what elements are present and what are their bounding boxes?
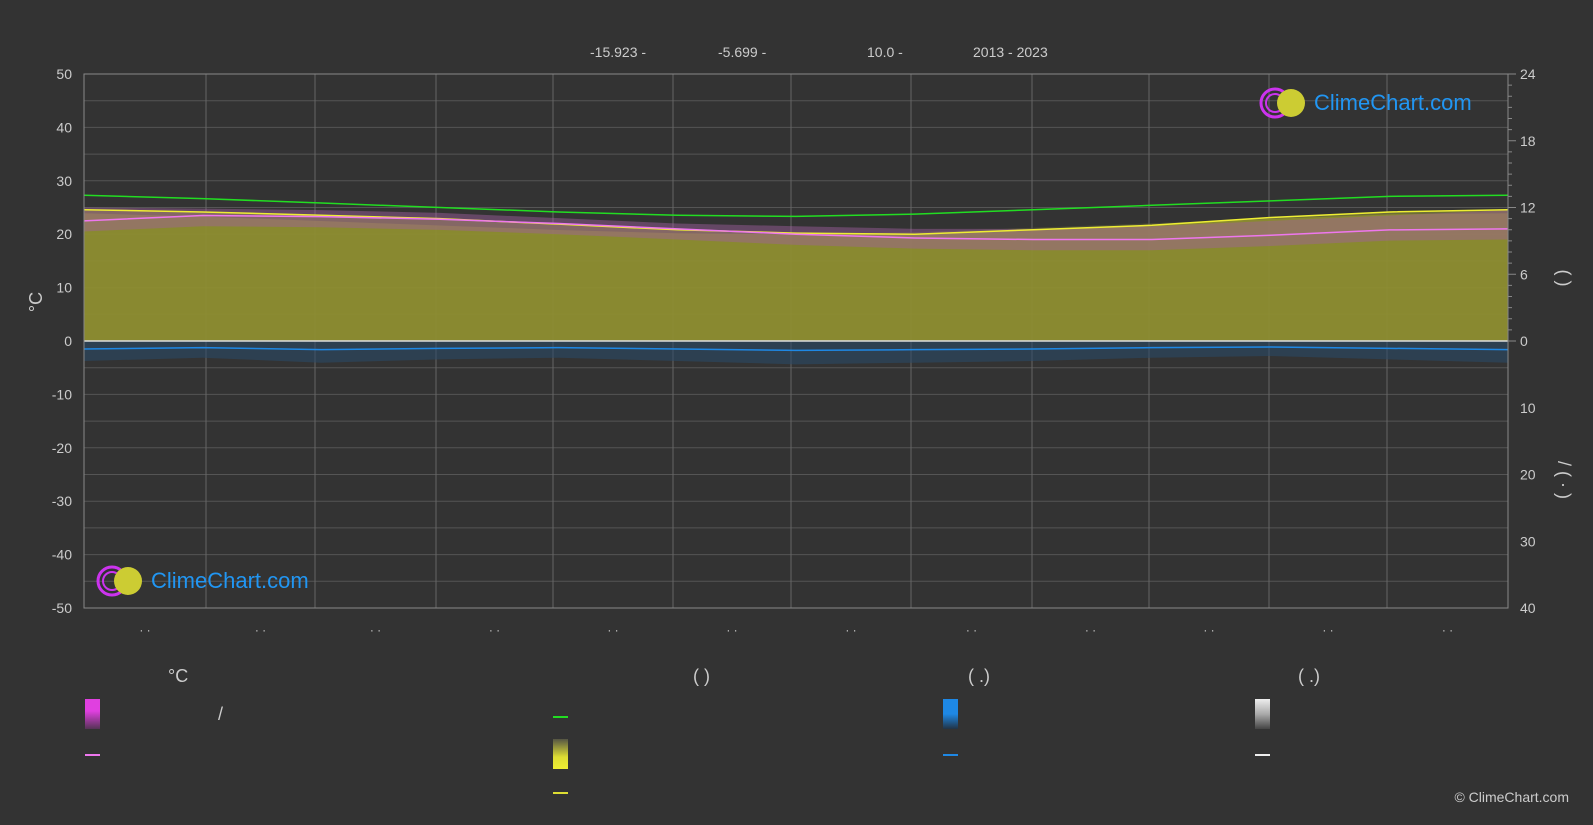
- legend-swatch-temp-range: [85, 699, 100, 729]
- header-elevation: 10.0 -: [867, 44, 903, 60]
- climechart-logo-icon: [1259, 87, 1305, 119]
- x-tick-label: · ·: [255, 623, 266, 637]
- legend-col4-title: ( .): [1298, 666, 1320, 686]
- legend-swatch-precip-range: [943, 699, 958, 729]
- logo-bottom: ClimeChart.com: [95, 564, 309, 598]
- logo-top: ClimeChart.com: [1258, 86, 1472, 120]
- y-tick-label-right: 40: [1520, 600, 1536, 616]
- y-tick-label-left: -50: [52, 600, 72, 616]
- logo-text: ClimeChart.com: [151, 568, 309, 593]
- y-tick-label-left: -30: [52, 493, 72, 509]
- x-tick-label: · ·: [1203, 623, 1214, 637]
- copyright: © ClimeChart.com: [1454, 789, 1569, 805]
- precipitation-area: [84, 341, 1508, 365]
- x-tick-label: · ·: [370, 623, 381, 637]
- header-longitude: -5.699 -: [718, 44, 767, 60]
- y-tick-label-right: 6: [1520, 266, 1528, 282]
- y-axis-label-left: °C: [26, 292, 46, 312]
- sunshine-line: [83, 208, 1509, 235]
- daylight-band: [84, 209, 1508, 235]
- climate-chart: 50 40 30 20 10 0 -10 -20 -30 -40 -50 24 18 12 6 0 10 20 30…: [26, 66, 1574, 637]
- y-tick-label-left: 30: [56, 173, 72, 189]
- y-tick-label-left: 40: [56, 119, 72, 135]
- legend-col1-title: °C: [168, 666, 189, 686]
- legend-slash: /: [218, 704, 224, 724]
- x-tick-label: · ·: [1322, 623, 1333, 637]
- y-axis-label-right-top: ( ): [1554, 270, 1574, 287]
- y-tick-label-right: 30: [1520, 533, 1536, 549]
- chart-axes: 50 40 30 20 10 0 -10 -20 -30 -40 -50 24 18 12 6 0 10 20 30…: [52, 66, 1536, 637]
- header-years: 2013 - 2023: [973, 44, 1048, 60]
- y-tick-label-right: 10: [1520, 400, 1536, 416]
- legend-swatch-snow-range: [1255, 699, 1270, 729]
- y-tick-label-left: -40: [52, 547, 72, 563]
- legend-col3-title: ( .): [968, 666, 990, 686]
- x-tick-label: · ·: [726, 623, 737, 637]
- y-tick-label-right: 20: [1520, 467, 1536, 483]
- y-tick-label-right: 0: [1520, 333, 1528, 349]
- x-tick-label: · ·: [966, 623, 977, 637]
- y-tick-label-right: 12: [1520, 200, 1536, 216]
- chart-lines: [83, 194, 1509, 352]
- legend-swatch-avg-temp: [85, 754, 100, 756]
- x-tick-label: · ·: [489, 623, 500, 637]
- legend-swatch-sunshine: [553, 792, 568, 794]
- x-tick-label: · ·: [845, 623, 856, 637]
- x-tick-label: · ·: [139, 623, 150, 637]
- y-tick-label-left: 0: [64, 333, 72, 349]
- y-tick-label-left: -20: [52, 440, 72, 456]
- x-tick-label: · ·: [1442, 623, 1453, 637]
- x-tick-label: · ·: [1085, 623, 1096, 637]
- header-latitude: -15.923 -: [590, 44, 647, 60]
- legend-col2-title: ( ): [693, 666, 710, 686]
- climechart-logo-icon: [96, 565, 142, 597]
- y-tick-label-left: -10: [52, 386, 72, 402]
- logo-text: ClimeChart.com: [1314, 90, 1472, 115]
- y-tick-label-right: 18: [1520, 133, 1536, 149]
- legend-swatch-sunshine-range: [553, 739, 568, 769]
- legend-swatch-daylight: [553, 716, 568, 718]
- legend-swatch-snow: [1255, 754, 1270, 756]
- avg-temp-line: [83, 214, 1509, 241]
- precip-line: [83, 346, 1509, 352]
- y-tick-label-left: 10: [56, 280, 72, 296]
- y-tick-label-left: 20: [56, 226, 72, 242]
- y-tick-label-left: 50: [56, 66, 72, 82]
- y-tick-label-right: 24: [1520, 66, 1536, 82]
- daylight-line: [83, 194, 1509, 218]
- sunshine-area: [84, 209, 1508, 341]
- legend-swatch-precip: [943, 754, 958, 756]
- x-tick-label: · ·: [607, 623, 618, 637]
- y-axis-label-right-bottom: / ( · ): [1554, 461, 1574, 499]
